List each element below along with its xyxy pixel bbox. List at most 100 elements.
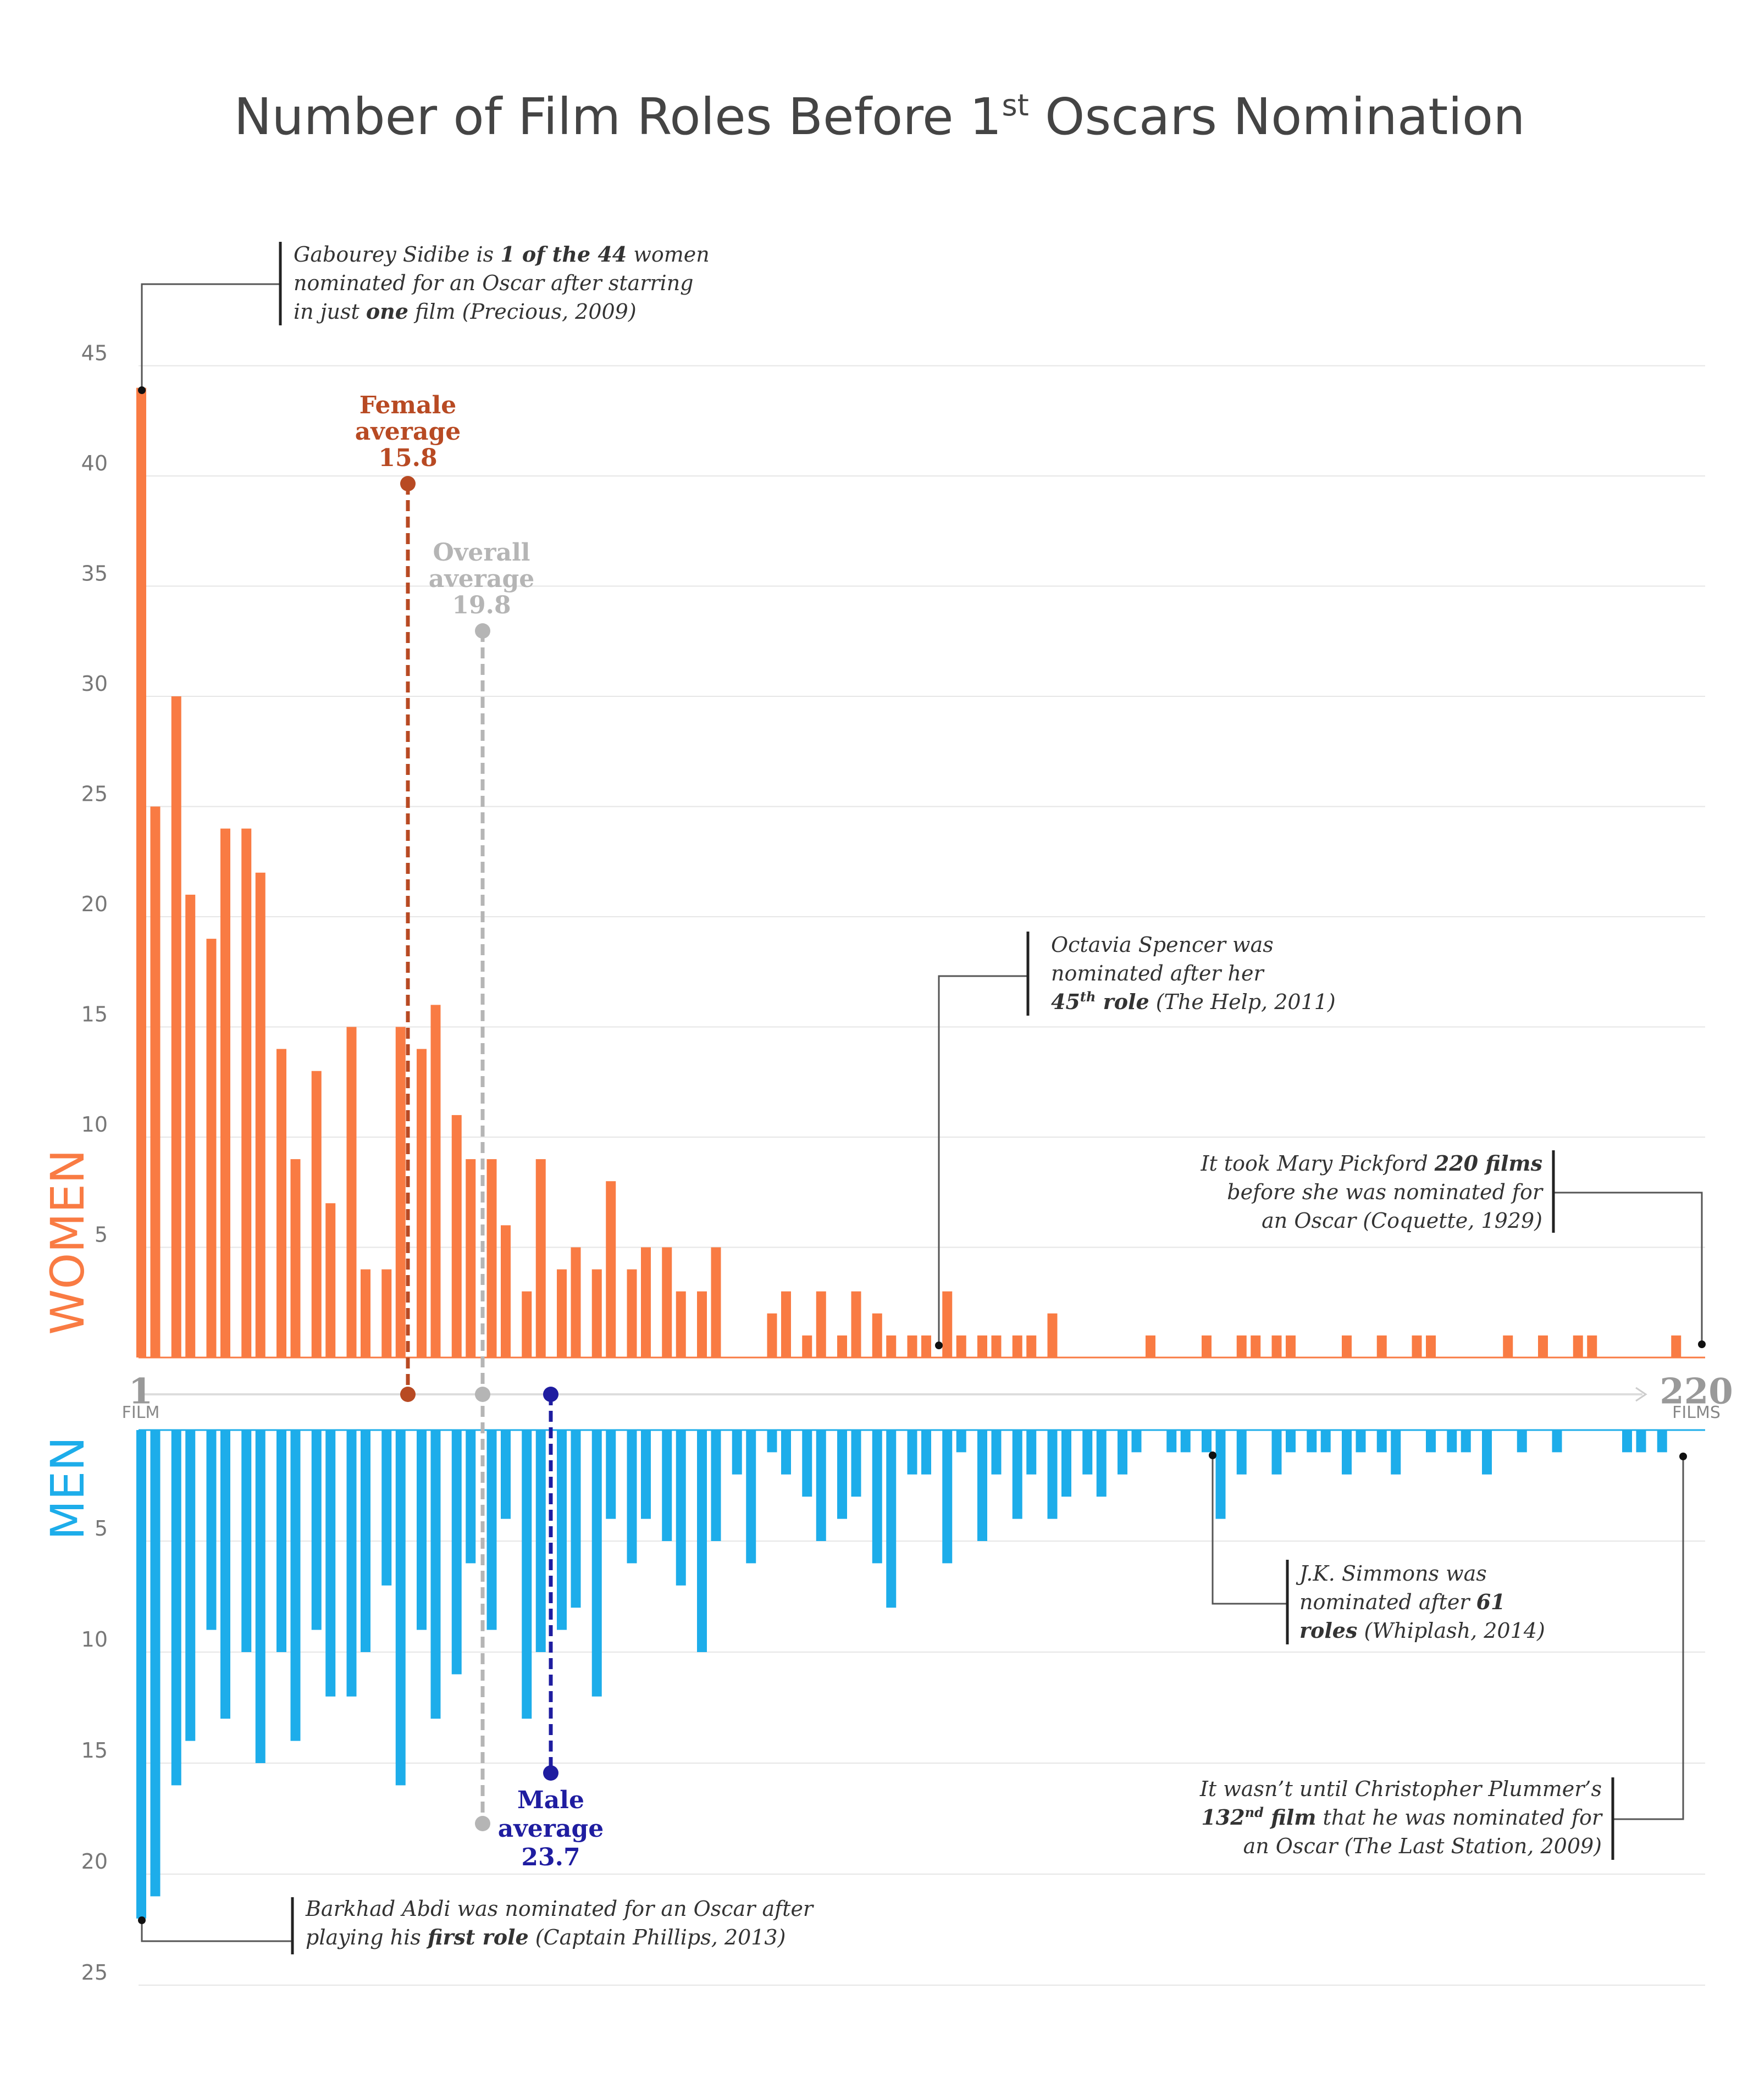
annotation-pickford-connector xyxy=(1553,1192,1703,1344)
men-bar xyxy=(1096,1430,1107,1497)
women-bar xyxy=(627,1269,637,1357)
men-bar xyxy=(1026,1430,1037,1475)
women-tick-label: 25 xyxy=(81,782,108,806)
women-bar xyxy=(241,828,252,1357)
women-bar xyxy=(606,1181,616,1357)
men-bar xyxy=(276,1430,286,1652)
women-bar xyxy=(311,1071,322,1357)
men-bar xyxy=(1636,1430,1646,1453)
women-bar xyxy=(361,1269,370,1357)
women-tick-label: 5 xyxy=(95,1223,108,1247)
chart-title-sup: st xyxy=(1002,88,1028,123)
men-bar xyxy=(1236,1430,1247,1475)
women-bar xyxy=(1503,1335,1513,1357)
men-bar xyxy=(606,1430,616,1519)
men-bar xyxy=(991,1430,1002,1475)
women-bar xyxy=(136,387,146,1357)
men-bar xyxy=(746,1430,756,1564)
annotation-spencer-segment: th xyxy=(1080,989,1096,1005)
male-average-value: 23.7 xyxy=(521,1843,580,1871)
men-bars xyxy=(136,1430,1667,1919)
men-bar xyxy=(781,1430,791,1475)
women-bar xyxy=(641,1247,651,1357)
men-bar xyxy=(977,1430,987,1541)
overall-average-marker: Overall average 19.8 xyxy=(429,539,534,1831)
women-tick-label: 10 xyxy=(81,1112,108,1137)
men-bar xyxy=(1356,1430,1366,1453)
women-bar xyxy=(430,1005,441,1357)
women-bar xyxy=(907,1335,917,1357)
women-tick-label: 15 xyxy=(81,1002,108,1027)
annotation-spencer: Octavia Spencer was nominated after her 45… xyxy=(935,932,1336,1349)
women-bar xyxy=(1671,1335,1681,1357)
women-bar xyxy=(1376,1335,1387,1357)
annotation-spencer-segment: (The Help, 2011) xyxy=(1149,990,1336,1014)
axis-arrow-icon xyxy=(1635,1387,1647,1402)
men-bar xyxy=(921,1430,931,1475)
annotation-abdi-segment: Barkhad Abdi was nominated for an Oscar … xyxy=(305,1897,815,1921)
women-bar xyxy=(255,872,265,1357)
women-bar xyxy=(150,806,161,1357)
women-bar xyxy=(591,1269,602,1357)
female-average-label-line2: average xyxy=(355,418,461,446)
men-bar xyxy=(535,1430,546,1652)
annotation-pickford-segment: It took Mary Pickford xyxy=(1200,1151,1434,1176)
overall-average-value: 19.8 xyxy=(452,591,511,619)
women-bars xyxy=(136,387,1681,1357)
men-axis-ticks: 5 10 15 20 25 xyxy=(81,1516,108,1985)
men-bar xyxy=(1180,1430,1191,1453)
men-bar xyxy=(1342,1430,1352,1475)
women-bar xyxy=(346,1027,357,1357)
overall-average-bottom-dot xyxy=(475,1816,490,1831)
women-bar xyxy=(676,1291,686,1357)
annotation-pickford-segment: 220 films xyxy=(1434,1151,1542,1176)
men-bar xyxy=(430,1430,441,1719)
men-bar xyxy=(185,1430,196,1741)
men-bar xyxy=(591,1430,602,1697)
male-average-marker: Male average 23.7 xyxy=(498,1387,604,1871)
annotation-spencer-segment: role xyxy=(1096,989,1149,1014)
women-bar xyxy=(711,1247,721,1357)
men-bar xyxy=(1012,1430,1022,1519)
men-bar xyxy=(662,1430,672,1541)
annotation-simmons-connector xyxy=(1212,1455,1287,1605)
men-bar xyxy=(1482,1430,1492,1475)
men-bar xyxy=(711,1430,721,1541)
annotation-simmons-segment: (Whiplash, 2014) xyxy=(1357,1619,1545,1643)
male-average-dot xyxy=(543,1765,558,1781)
annotation-sidibe-segment: nominated for an Oscar after starring xyxy=(294,271,694,295)
annotation-abdi-segment: (Captain Phillips, 2013) xyxy=(529,1925,786,1949)
men-bar xyxy=(1426,1430,1436,1453)
annotation-plummer-segment: film xyxy=(1264,1805,1317,1830)
annotation-simmons-dot xyxy=(1209,1451,1216,1459)
annotation-simmons-segment: J.K. Simmons was xyxy=(1296,1561,1487,1586)
men-bar xyxy=(206,1430,217,1630)
men-bar xyxy=(361,1430,370,1652)
annotation-spencer-connector xyxy=(938,975,1028,1345)
women-bar xyxy=(466,1159,476,1357)
men-bar xyxy=(220,1430,230,1719)
men-bar xyxy=(886,1430,897,1608)
overall-average-axis-dot xyxy=(475,1387,490,1402)
axis-end-unit: FILMS xyxy=(1672,1403,1721,1422)
men-bar xyxy=(290,1430,301,1741)
women-tick-label: 35 xyxy=(81,562,108,586)
female-average-marker: Female average 15.8 xyxy=(355,391,461,1402)
men-bar xyxy=(136,1430,146,1919)
annotation-pickford: It took Mary Pickford 220 films before sh… xyxy=(1200,1150,1706,1348)
male-average-label-line1: Male xyxy=(517,1786,584,1814)
men-bar xyxy=(1622,1430,1632,1453)
women-bar xyxy=(1286,1335,1296,1357)
annotation-sidibe-segment: 1 of the 44 xyxy=(500,242,627,267)
women-bar xyxy=(781,1291,791,1357)
women-bar xyxy=(1573,1335,1583,1357)
annotation-sidibe-segment: one xyxy=(366,299,408,324)
women-bar xyxy=(276,1049,286,1357)
men-bar xyxy=(627,1430,637,1564)
male-average-axis-dot xyxy=(543,1387,558,1402)
overall-average-dot xyxy=(475,623,490,639)
men-bar xyxy=(1517,1430,1527,1453)
women-bar xyxy=(956,1335,966,1357)
men-bar xyxy=(767,1430,777,1453)
